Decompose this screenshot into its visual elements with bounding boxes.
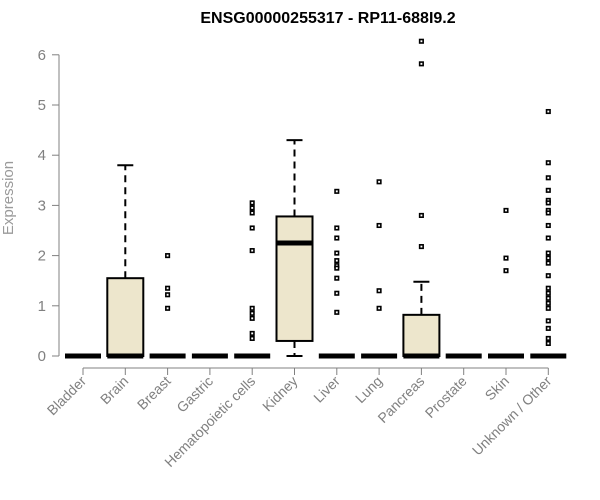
outlier-point xyxy=(418,38,424,44)
outlier-point xyxy=(249,335,255,341)
outlier-point xyxy=(334,309,340,315)
outlier-point xyxy=(545,200,551,206)
x-tick-label: Breast xyxy=(134,373,174,413)
outlier-point xyxy=(545,222,551,229)
outlier-point xyxy=(503,255,509,261)
outlier-point xyxy=(249,315,255,321)
outlier-point xyxy=(545,210,551,216)
outlier-point xyxy=(545,340,551,347)
outlier-point xyxy=(376,288,382,294)
x-tick-label: Lung xyxy=(352,373,385,406)
outlier-point xyxy=(376,179,382,185)
y-tick-label: 0 xyxy=(38,348,46,365)
outlier-point xyxy=(334,235,340,241)
outlier-point xyxy=(334,275,340,281)
outlier-point xyxy=(376,305,382,311)
outlier-point xyxy=(249,210,255,216)
outlier-point xyxy=(545,187,551,193)
box xyxy=(106,277,145,357)
outlier-point xyxy=(165,305,171,311)
outlier-point xyxy=(334,250,340,256)
outlier-point xyxy=(545,250,551,256)
box-group-breast xyxy=(149,253,186,359)
y-tick-label: 4 xyxy=(38,147,46,164)
outlier-point xyxy=(545,235,551,241)
outlier-point xyxy=(165,285,171,291)
box-group-pancreas xyxy=(402,38,441,359)
outlier-point xyxy=(334,290,340,296)
outlier-point xyxy=(249,310,255,316)
plot-area xyxy=(65,38,567,359)
outlier-point xyxy=(545,300,551,306)
x-tick-label: Skin xyxy=(482,373,513,404)
x-tick-label: Liver xyxy=(310,373,343,406)
outlier-point xyxy=(545,160,551,166)
y-axis: 0 1 2 3 4 5 6 xyxy=(38,47,60,365)
x-tick-label: Brain xyxy=(97,373,131,407)
outlier-point xyxy=(249,200,255,206)
outlier-point xyxy=(249,225,255,231)
outlier-point xyxy=(503,268,509,274)
y-tick-label: 5 xyxy=(38,97,46,114)
outlier-point xyxy=(545,290,551,296)
outlier-point xyxy=(334,258,340,264)
y-tick-label: 1 xyxy=(38,298,46,315)
outlier-point xyxy=(376,222,382,229)
outlier-point xyxy=(545,108,551,115)
outlier-point xyxy=(545,255,551,261)
outlier-point xyxy=(545,325,551,331)
outlier-point xyxy=(249,205,255,211)
x-tick-label: Unknown / Other xyxy=(469,373,555,459)
outlier-point xyxy=(503,207,509,213)
x-tick-label: Bladder xyxy=(44,373,90,419)
outlier-point xyxy=(334,188,340,194)
outlier-point xyxy=(249,330,255,336)
outlier-point xyxy=(545,273,551,279)
outlier-point xyxy=(249,248,255,254)
box-group-lung xyxy=(361,179,398,359)
outlier-point xyxy=(545,335,551,341)
box-group-brain xyxy=(106,164,145,359)
outlier-point xyxy=(418,212,424,218)
box-group-liver xyxy=(318,188,355,359)
box xyxy=(402,313,441,357)
outlier-point xyxy=(418,244,424,250)
outlier-point xyxy=(545,318,551,324)
x-tick-label: Kidney xyxy=(259,373,301,415)
chart-title: ENSG00000255317 - RP11-688I9.2 xyxy=(200,10,455,27)
y-tick-label: 6 xyxy=(38,47,46,64)
box-group-kidney xyxy=(275,139,314,357)
outlier-point xyxy=(545,285,551,291)
outlier-point xyxy=(545,175,551,181)
y-axis-label: Expression xyxy=(0,161,17,235)
outlier-point xyxy=(545,295,551,301)
y-tick-label: 2 xyxy=(38,248,46,265)
outlier-point xyxy=(545,305,551,311)
x-tick-label: Prostate xyxy=(422,373,470,421)
outlier-point xyxy=(545,260,551,266)
outlier-point xyxy=(418,61,424,67)
box-group-skin xyxy=(488,207,524,359)
x-tick-label: Pancreas xyxy=(374,373,427,426)
outlier-point xyxy=(334,265,340,271)
outlier-point xyxy=(165,253,171,259)
outlier-point xyxy=(249,305,255,311)
outlier-point xyxy=(165,292,171,298)
y-tick-label: 3 xyxy=(38,197,46,214)
box xyxy=(275,215,314,342)
outlier-point xyxy=(334,225,340,231)
box-group-unknown-other xyxy=(530,108,567,359)
box-group-hematopoietic-cells xyxy=(234,200,271,359)
